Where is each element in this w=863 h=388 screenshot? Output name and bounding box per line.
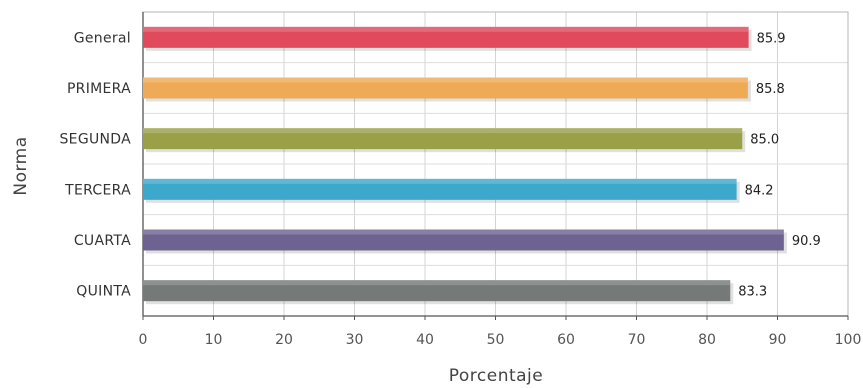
bar-quinta bbox=[143, 280, 731, 302]
x-tick-label: 60 bbox=[557, 332, 575, 348]
bar-highlight bbox=[143, 77, 748, 83]
x-tick-label: 10 bbox=[205, 332, 223, 348]
y-axis-title: Norma bbox=[11, 136, 31, 195]
value-label: 84.2 bbox=[745, 183, 774, 198]
bar-highlight bbox=[143, 229, 784, 235]
bar-highlight bbox=[143, 26, 749, 32]
value-label: 83.3 bbox=[738, 285, 767, 300]
bar-general bbox=[143, 26, 749, 48]
x-tick-label: 70 bbox=[628, 332, 646, 348]
bar-highlight bbox=[143, 178, 737, 184]
x-tick-label: 20 bbox=[275, 332, 293, 348]
x-tick-label: 0 bbox=[139, 332, 148, 348]
x-tick-labels: 0 10 20 30 40 50 60 70 80 90 100 bbox=[139, 332, 862, 348]
bar-cuarta bbox=[143, 229, 784, 251]
x-tick-label: 30 bbox=[346, 332, 364, 348]
category-label: PRIMERA bbox=[67, 81, 131, 97]
category-label: CUARTA bbox=[74, 233, 131, 249]
bar-segunda bbox=[143, 128, 743, 150]
bars bbox=[143, 26, 787, 305]
category-label: General bbox=[74, 30, 131, 46]
category-label: QUINTA bbox=[76, 284, 131, 300]
category-labels: General PRIMERA SEGUNDA TERCERA CUARTA QUINTA bbox=[59, 30, 131, 300]
bar-highlight bbox=[143, 128, 743, 134]
bar-highlight bbox=[143, 280, 731, 286]
category-label: SEGUNDA bbox=[59, 132, 131, 148]
x-tick-label: 40 bbox=[416, 332, 434, 348]
plot-frame bbox=[142, 11, 849, 320]
bar-tercera bbox=[143, 178, 737, 200]
gridlines bbox=[143, 12, 848, 316]
value-labels: 85.9 85.8 85.0 84.2 90.9 83.3 bbox=[738, 31, 821, 299]
value-label: 85.9 bbox=[757, 31, 786, 46]
x-axis-title: Porcentaje bbox=[449, 366, 544, 386]
x-tick-label: 90 bbox=[769, 332, 787, 348]
category-label: TERCERA bbox=[64, 182, 131, 198]
bar-primera bbox=[143, 77, 748, 99]
value-label: 85.0 bbox=[750, 133, 779, 148]
x-tick-label: 100 bbox=[835, 332, 862, 348]
x-tick-label: 80 bbox=[698, 332, 716, 348]
value-label: 85.8 bbox=[756, 82, 785, 97]
x-tick-label: 50 bbox=[487, 332, 505, 348]
value-label: 90.9 bbox=[792, 234, 821, 249]
